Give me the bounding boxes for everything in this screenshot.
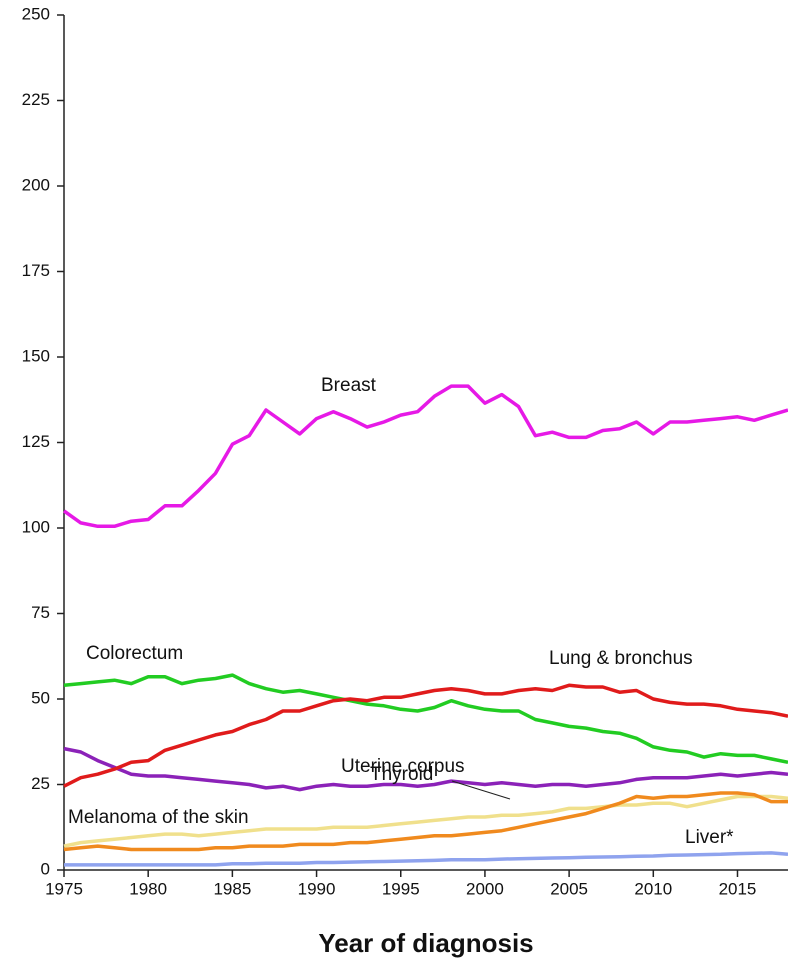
x-tick-label: 1995 xyxy=(382,879,420,898)
series-label: Thyroid xyxy=(370,764,433,785)
series-label: Lung & bronchus xyxy=(549,648,693,669)
series-line xyxy=(63,794,788,848)
y-tick-label: 125 xyxy=(22,432,50,451)
x-tick-label: 2010 xyxy=(634,879,672,898)
x-tick-label: 1990 xyxy=(298,879,336,898)
y-tick-label: 75 xyxy=(31,603,50,622)
y-tick-label: 250 xyxy=(22,4,50,23)
series-label: Breast xyxy=(321,375,377,396)
series-line xyxy=(63,683,788,788)
y-tick-label: 0 xyxy=(41,859,50,878)
x-tick-label: 2000 xyxy=(466,879,504,898)
series-label: Colorectum xyxy=(86,643,183,664)
y-tick-label: 175 xyxy=(22,261,50,280)
x-tick-label: 2005 xyxy=(550,879,588,898)
y-tick-label: 50 xyxy=(31,688,50,707)
y-tick-label: 150 xyxy=(22,346,50,365)
series-line xyxy=(63,791,788,852)
y-tick-label: 100 xyxy=(22,517,50,536)
y-tick-label: 225 xyxy=(22,90,50,109)
leader-line xyxy=(451,780,511,800)
series-line xyxy=(62,384,788,529)
x-tick-label: 2015 xyxy=(719,879,757,898)
x-axis-title: Year of diagnosis xyxy=(318,928,533,958)
x-tick-label: 1975 xyxy=(45,879,83,898)
series-line xyxy=(63,746,788,792)
y-tick-label: 200 xyxy=(22,175,50,194)
series-label: Liver* xyxy=(685,827,734,848)
series-line xyxy=(63,673,788,765)
series-label: Uterine corpus xyxy=(341,756,465,777)
x-tick-label: 1985 xyxy=(213,879,251,898)
series-line xyxy=(64,851,788,867)
x-tick-label: 1980 xyxy=(129,879,167,898)
y-tick-label: 25 xyxy=(31,774,50,793)
series-label: Melanoma of the skin xyxy=(68,807,249,828)
